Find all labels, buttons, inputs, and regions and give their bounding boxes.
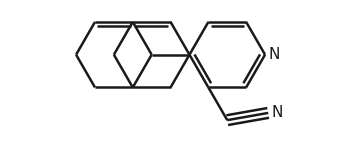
Text: N: N (268, 47, 279, 62)
Text: N: N (271, 105, 282, 120)
